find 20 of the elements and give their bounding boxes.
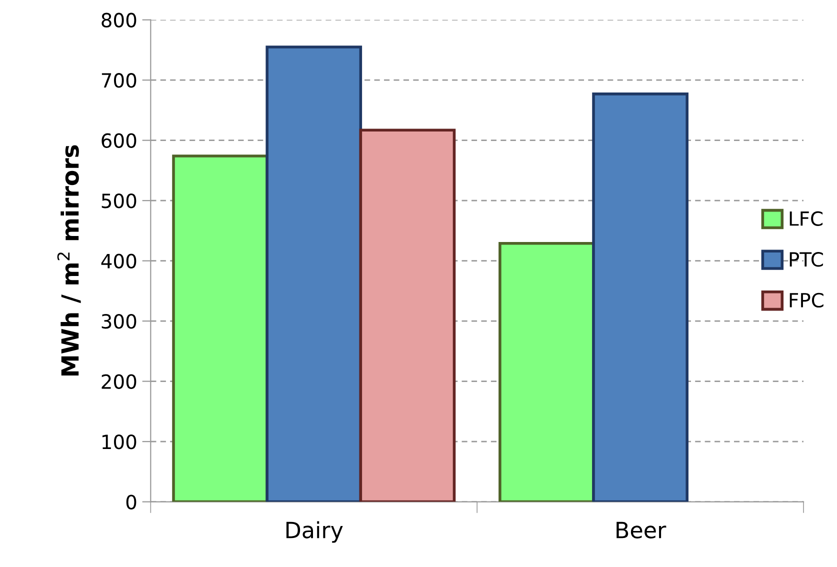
legend-label: FPC [790,292,824,308]
y-tick-label: 800 [102,12,136,28]
legend-label: LFC [790,211,823,226]
bar [498,242,595,502]
x-tick-label: Beer [616,522,666,538]
bar [359,128,456,502]
bar [592,92,688,502]
y-axis-title: MWh / m$^{2}$ mirrors [57,145,81,376]
y-tick-label: 0 [126,494,136,510]
y-tick-label: 600 [102,133,136,148]
y-tick-label: 400 [101,254,136,268]
x-tick-label: Dairy [286,521,343,543]
y-tick-label: 700 [102,73,136,88]
y-tick-label: 100 [102,434,136,450]
y-tick-label: 300 [102,314,136,329]
legend-label: PTC [790,252,823,267]
bar [172,154,268,502]
bar [266,46,362,502]
y-tick-label: 200 [102,374,136,389]
y-tick-label: 500 [102,194,136,208]
